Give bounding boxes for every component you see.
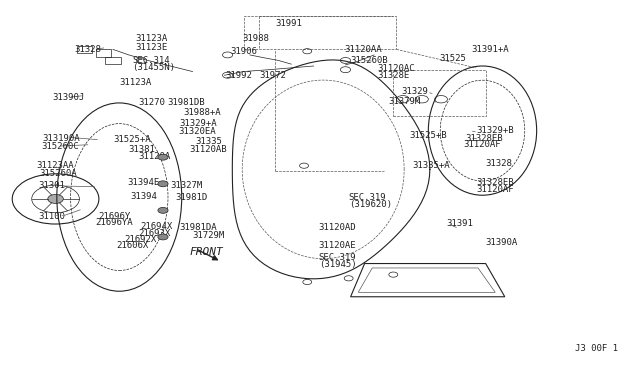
Text: 31525+B: 31525+B	[409, 131, 447, 140]
Text: SEC.319: SEC.319	[349, 193, 387, 202]
Circle shape	[158, 234, 168, 240]
Text: 31123AA: 31123AA	[36, 161, 74, 170]
Text: 31329+A: 31329+A	[180, 119, 218, 128]
Text: 31379M: 31379M	[389, 97, 421, 106]
Text: 31120AD: 31120AD	[319, 223, 356, 232]
Text: 31123E: 31123E	[135, 43, 168, 52]
Text: 31981D: 31981D	[175, 193, 207, 202]
Text: 31120AB: 31120AB	[189, 145, 227, 154]
Text: 31329: 31329	[401, 87, 428, 96]
Text: 31972: 31972	[259, 71, 286, 80]
Text: 31320EA: 31320EA	[179, 127, 216, 136]
Text: 31335+A: 31335+A	[412, 161, 450, 170]
Text: (319620): (319620)	[349, 200, 392, 209]
Text: J3 00F 1: J3 00F 1	[575, 344, 618, 353]
Text: 31120AF: 31120AF	[476, 185, 514, 194]
Text: 21606X: 21606X	[116, 241, 148, 250]
Text: 31525+A: 31525+A	[113, 135, 150, 144]
Text: 31906: 31906	[231, 47, 258, 56]
Text: 31328EB: 31328EB	[476, 178, 514, 187]
Text: SEC.319: SEC.319	[319, 253, 356, 263]
Text: 31390J: 31390J	[52, 93, 84, 102]
Text: 21693X: 21693X	[138, 229, 171, 238]
Text: 31394: 31394	[130, 192, 157, 201]
Text: 31270: 31270	[138, 99, 165, 108]
Text: 21696Y: 21696Y	[99, 212, 131, 221]
Text: 313190A: 313190A	[43, 134, 81, 142]
Text: 31120AA: 31120AA	[344, 45, 382, 54]
Text: 31981DA: 31981DA	[180, 223, 218, 232]
Text: 31991: 31991	[275, 19, 302, 28]
Text: SEC.314: SEC.314	[132, 56, 170, 65]
Text: 31327M: 31327M	[170, 182, 202, 190]
Text: 31328: 31328	[75, 45, 102, 54]
Text: 31390A: 31390A	[486, 238, 518, 247]
Text: 31123A: 31123A	[135, 34, 168, 43]
Text: 31328EB: 31328EB	[465, 134, 503, 142]
Text: 31394E: 31394E	[127, 178, 160, 187]
Text: 315260C: 315260C	[41, 142, 79, 151]
Text: 31988: 31988	[243, 34, 269, 43]
Text: 31988+A: 31988+A	[183, 108, 221, 117]
Text: 31120AF: 31120AF	[463, 140, 501, 149]
Text: 21692X: 21692X	[124, 235, 157, 244]
Circle shape	[158, 181, 168, 187]
Text: 31729M: 31729M	[193, 231, 225, 240]
Text: 31391: 31391	[446, 219, 473, 228]
Text: 31120AC: 31120AC	[378, 64, 415, 73]
Text: (31945): (31945)	[319, 260, 356, 269]
Text: 31329+B: 31329+B	[476, 126, 514, 135]
Text: 31381: 31381	[129, 145, 156, 154]
Text: (31455N): (31455N)	[132, 63, 175, 72]
Circle shape	[158, 154, 168, 160]
Text: 21696YA: 21696YA	[96, 218, 133, 227]
Text: 21694X: 21694X	[140, 222, 173, 231]
Text: 31120AE: 31120AE	[319, 241, 356, 250]
Text: 31301: 31301	[38, 182, 65, 190]
Text: 31100: 31100	[38, 212, 65, 221]
Circle shape	[48, 195, 63, 203]
Text: 315260A: 315260A	[40, 169, 77, 177]
Text: 31123A: 31123A	[119, 78, 152, 87]
Text: 31525: 31525	[440, 54, 467, 63]
Circle shape	[158, 208, 168, 213]
Text: 31335: 31335	[196, 137, 223, 146]
Text: 31328E: 31328E	[378, 71, 410, 80]
Text: 31391+A: 31391+A	[472, 45, 509, 54]
Text: FRONT: FRONT	[189, 247, 223, 257]
Text: 31328: 31328	[486, 159, 513, 169]
Text: 31981DB: 31981DB	[167, 99, 205, 108]
Text: 31992: 31992	[226, 71, 253, 80]
Text: 315260B: 315260B	[351, 56, 388, 65]
Text: 31120A: 31120A	[138, 152, 171, 161]
